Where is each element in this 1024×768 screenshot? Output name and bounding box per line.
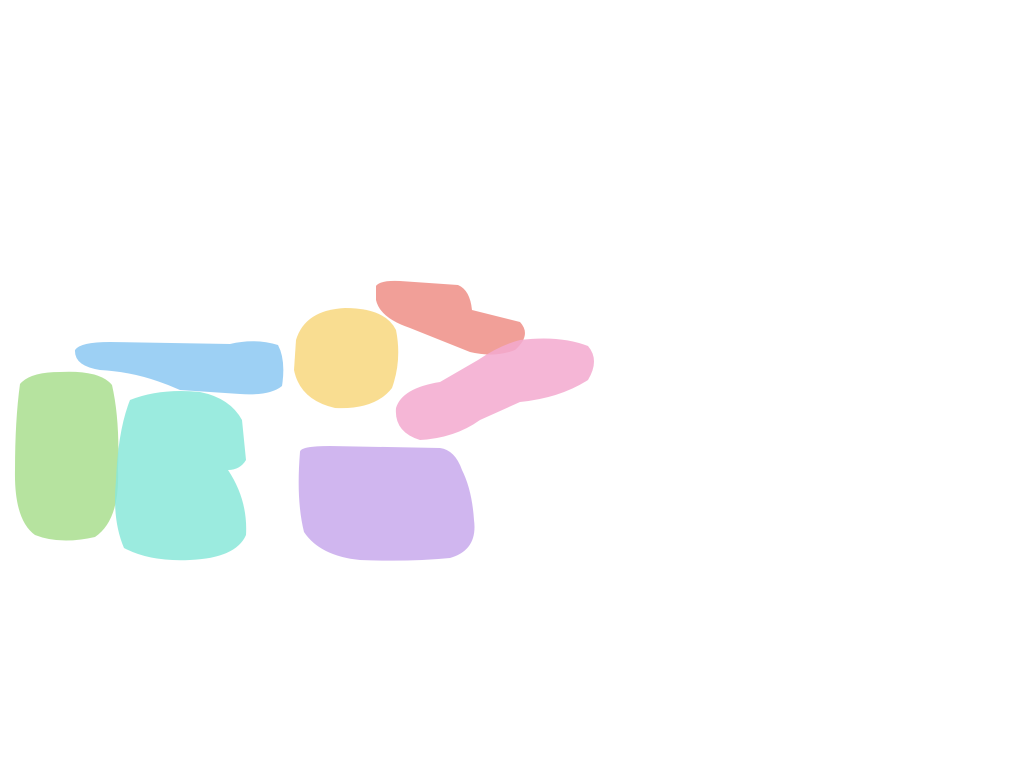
qc-group-highlight [294,308,399,409]
anvio-group-highlight [115,391,247,561]
taxonomy-group-highlight [395,338,594,440]
bin-group-highlight [14,371,119,541]
function-group-highlight [298,446,475,561]
group-highlights [14,280,594,561]
assemble-group-highlight [74,341,284,395]
raw-group-highlight [376,280,525,355]
